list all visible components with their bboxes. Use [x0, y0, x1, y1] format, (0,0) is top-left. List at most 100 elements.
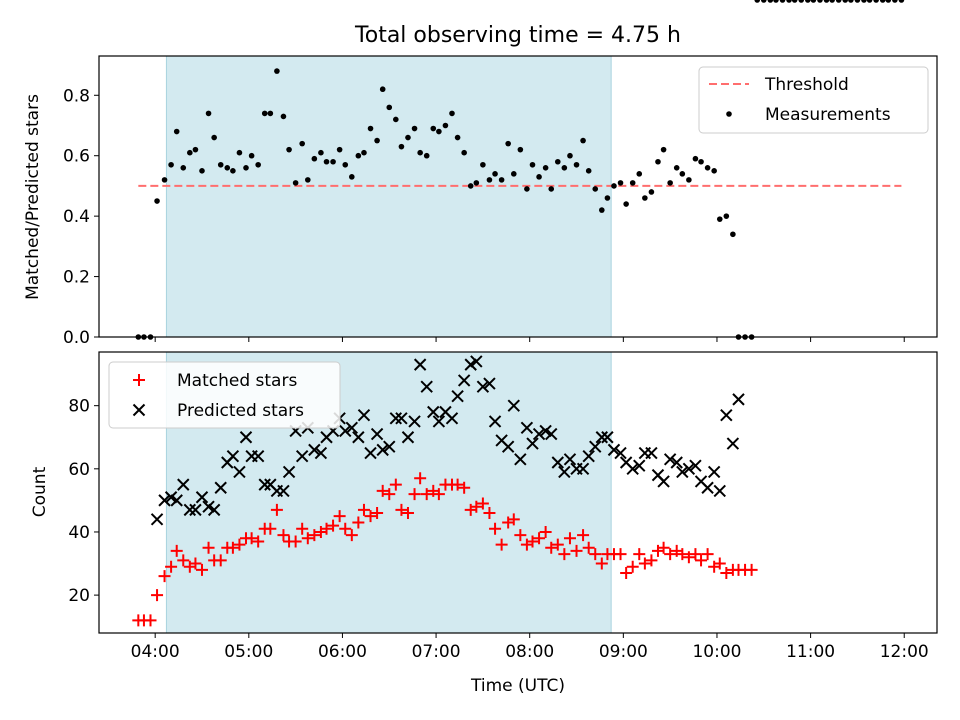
measurement-point — [767, 0, 774, 3]
predicted-star-point — [195, 491, 209, 504]
measurement-point — [898, 0, 905, 3]
matched-star-point — [682, 551, 695, 564]
measurement-point — [760, 0, 767, 3]
predicted-star-point — [670, 456, 683, 469]
measurement-point — [561, 164, 568, 171]
predicted-star-point — [389, 412, 403, 425]
measurement-point — [393, 116, 399, 123]
measurement-point — [355, 152, 362, 159]
matched-star-point — [376, 484, 389, 497]
measurement-point — [168, 161, 174, 168]
measurement-point — [187, 149, 193, 156]
measurement-point — [842, 0, 849, 3]
measurement-point — [655, 158, 661, 165]
matched-star-point — [339, 522, 352, 535]
x-tick-label-7: 11:00 — [786, 642, 835, 662]
matched-star-point — [614, 548, 627, 561]
matched-star-point — [545, 541, 558, 554]
measurement-point — [573, 161, 580, 168]
measurement-point — [173, 128, 180, 135]
predicted-star-point — [626, 462, 639, 476]
measurement-point — [791, 0, 798, 3]
matched-star-point — [495, 538, 508, 551]
matched-star-point — [270, 503, 283, 516]
matched-star-point — [645, 554, 658, 567]
predicted-star-point — [589, 440, 602, 453]
matched-star-point — [470, 500, 483, 513]
matched-star-point — [189, 557, 202, 570]
matched-star-point — [144, 614, 157, 627]
measurement-point — [286, 146, 292, 153]
matched-star-point — [558, 548, 571, 561]
predicted-star-point — [501, 440, 515, 453]
measurement-point — [361, 149, 367, 156]
x-tick-label-8: 12:00 — [880, 642, 929, 662]
measurement-point — [667, 180, 673, 186]
measurement-point — [467, 183, 474, 189]
predicted-star-point — [563, 453, 577, 466]
legend-matched-swatch — [133, 374, 145, 386]
predicted-star-point — [295, 449, 309, 463]
measurement-point — [299, 140, 305, 147]
measurement-point — [861, 0, 867, 3]
matched-star-point — [633, 548, 646, 561]
predicted-star-point — [713, 484, 726, 498]
predicted-star-point — [682, 462, 696, 476]
y-tick-label-2-1: 40 — [68, 523, 90, 543]
measurement-point — [716, 216, 723, 222]
measurement-point — [773, 0, 779, 3]
x-tick-label-2: 06:00 — [318, 642, 367, 662]
measurement-point — [224, 164, 231, 171]
predicted-star-point — [308, 443, 321, 457]
predicted-star-point — [551, 456, 565, 469]
measurement-point — [486, 177, 493, 183]
measurement-point — [436, 128, 442, 135]
predicted-star-point — [314, 446, 328, 460]
predicted-star-point — [158, 494, 171, 507]
predicted-star-point — [520, 421, 534, 434]
measurement-point — [548, 186, 555, 192]
measurement-point — [673, 164, 680, 171]
matched-star-point — [595, 557, 608, 570]
y-tick-label-1-2: 0.4 — [63, 207, 90, 227]
measurement-point — [599, 207, 605, 213]
measurement-point — [398, 143, 405, 150]
legend-predicted-label: Predicted stars — [177, 401, 304, 421]
matched-star-point — [657, 541, 670, 554]
matched-star-point — [551, 538, 564, 551]
measurement-point — [430, 125, 437, 132]
x-tick-label-1: 05:00 — [224, 642, 273, 662]
matched-star-point — [432, 488, 445, 501]
predicted-star-point — [701, 481, 714, 494]
measurement-point — [342, 161, 349, 168]
matched-star-point — [170, 544, 183, 557]
matched-star-point — [151, 589, 164, 602]
matched-star-point — [489, 522, 502, 535]
matched-star-point — [695, 554, 708, 567]
matched-star-point — [308, 529, 321, 542]
y-axis-label-count: Count — [30, 466, 50, 517]
measurement-point — [267, 110, 274, 117]
matched-star-point — [233, 538, 246, 551]
measurement-point — [730, 231, 736, 238]
measurement-point — [779, 0, 786, 3]
measurement-point — [810, 0, 817, 3]
predicted-star-point — [226, 449, 240, 463]
matched-star-point — [383, 488, 396, 501]
predicted-star-point — [352, 431, 365, 444]
matched-star-point — [483, 507, 496, 520]
matched-star-point — [713, 557, 726, 570]
predicted-star-point — [545, 427, 558, 441]
measurement-point — [892, 0, 898, 3]
predicted-star-point — [663, 453, 677, 466]
predicted-star-point — [202, 500, 215, 513]
measurement-point — [798, 0, 805, 3]
predicted-star-point — [408, 415, 421, 428]
measurement-point — [154, 198, 160, 204]
matched-star-point — [620, 567, 633, 580]
measurement-point — [592, 186, 599, 192]
predicted-star-point — [451, 389, 464, 403]
measurement-point — [636, 171, 643, 177]
measurement-point — [211, 134, 217, 141]
matched-star-point — [195, 563, 208, 576]
